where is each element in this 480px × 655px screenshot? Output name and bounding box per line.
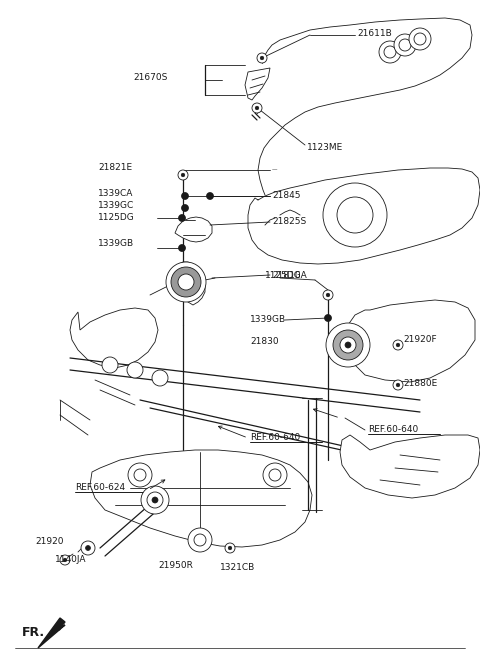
Circle shape (85, 546, 90, 550)
Text: 1140JA: 1140JA (55, 555, 86, 565)
Text: 21920: 21920 (35, 538, 63, 546)
Circle shape (60, 555, 70, 565)
Text: 1321CB: 1321CB (220, 563, 255, 572)
Text: 21670S: 21670S (133, 73, 168, 83)
Circle shape (102, 357, 118, 373)
Circle shape (63, 558, 67, 562)
Text: 1339GB: 1339GB (98, 238, 134, 248)
Circle shape (326, 323, 370, 367)
Text: 21880E: 21880E (403, 379, 437, 388)
Polygon shape (245, 68, 270, 100)
Circle shape (178, 170, 188, 180)
Polygon shape (175, 217, 212, 242)
Text: 21810A: 21810A (272, 271, 307, 280)
Circle shape (152, 370, 168, 386)
Circle shape (337, 197, 373, 233)
Circle shape (228, 546, 232, 550)
Circle shape (324, 314, 332, 322)
Text: 21611B: 21611B (357, 29, 392, 37)
Text: 21920F: 21920F (403, 335, 437, 345)
Polygon shape (345, 300, 475, 382)
Polygon shape (70, 308, 158, 368)
Text: REF.60-640: REF.60-640 (250, 434, 300, 443)
Circle shape (399, 39, 411, 51)
Circle shape (178, 274, 194, 290)
Circle shape (255, 106, 259, 110)
Text: 1125DG: 1125DG (265, 272, 302, 280)
Text: 21821E: 21821E (98, 164, 132, 172)
Circle shape (260, 56, 264, 60)
Text: 1125DG: 1125DG (98, 214, 135, 223)
Circle shape (414, 33, 426, 45)
Circle shape (181, 174, 185, 177)
Circle shape (206, 193, 214, 200)
Circle shape (127, 362, 143, 378)
Text: 1339GC: 1339GC (98, 200, 134, 210)
Circle shape (225, 543, 235, 553)
Circle shape (323, 183, 387, 247)
Circle shape (166, 262, 206, 302)
Circle shape (152, 497, 158, 503)
Text: 21950R: 21950R (158, 561, 193, 569)
Circle shape (396, 383, 400, 386)
Polygon shape (340, 435, 480, 498)
Circle shape (340, 337, 356, 353)
Text: 1339GB: 1339GB (250, 316, 286, 324)
Circle shape (171, 267, 201, 297)
Text: —: — (272, 168, 277, 172)
Text: REF.60-624: REF.60-624 (75, 483, 125, 493)
Circle shape (394, 34, 416, 56)
Polygon shape (90, 450, 312, 547)
Text: REF.60-640: REF.60-640 (368, 426, 418, 434)
Polygon shape (168, 262, 205, 305)
Circle shape (188, 528, 212, 552)
Circle shape (326, 293, 330, 297)
Circle shape (179, 244, 185, 252)
Circle shape (181, 204, 189, 212)
Text: 21830: 21830 (250, 337, 278, 346)
Circle shape (257, 53, 267, 63)
Text: 21845: 21845 (272, 191, 300, 200)
Circle shape (409, 28, 431, 50)
Circle shape (384, 46, 396, 58)
Circle shape (128, 463, 152, 487)
Circle shape (323, 290, 333, 300)
Polygon shape (38, 618, 65, 648)
Circle shape (147, 492, 163, 508)
Circle shape (393, 340, 403, 350)
Circle shape (379, 41, 401, 63)
Circle shape (263, 463, 287, 487)
Circle shape (333, 330, 363, 360)
Circle shape (396, 343, 400, 346)
Circle shape (194, 534, 206, 546)
Circle shape (81, 541, 95, 555)
Text: 21825S: 21825S (272, 217, 306, 227)
Circle shape (134, 469, 146, 481)
Text: 1123ME: 1123ME (307, 143, 343, 153)
Circle shape (181, 193, 189, 200)
Circle shape (269, 469, 281, 481)
Circle shape (252, 103, 262, 113)
Text: FR.: FR. (22, 626, 45, 639)
Circle shape (345, 342, 351, 348)
Circle shape (393, 380, 403, 390)
Circle shape (141, 486, 169, 514)
Text: 1339CA: 1339CA (98, 189, 133, 198)
Circle shape (179, 214, 185, 221)
